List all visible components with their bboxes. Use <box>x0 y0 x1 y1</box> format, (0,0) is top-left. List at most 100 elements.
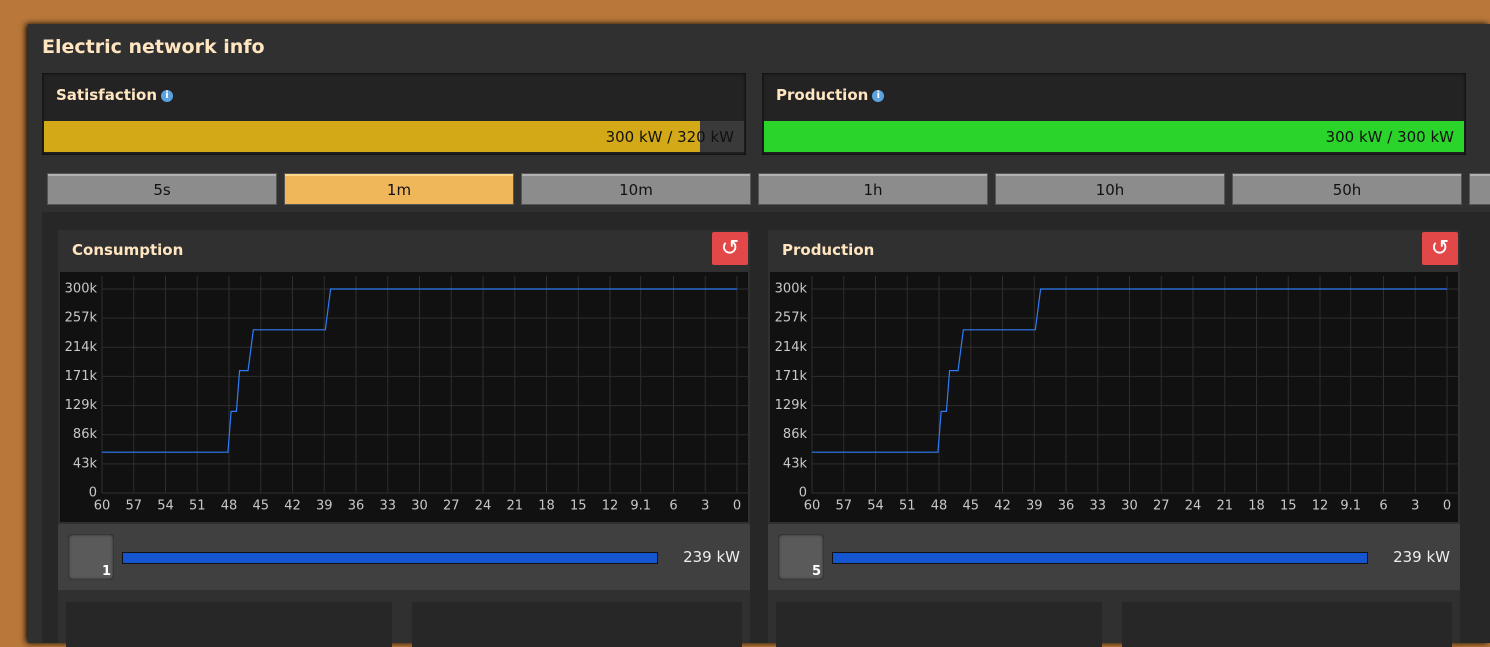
y-tick-label: 214k <box>775 340 808 355</box>
x-tick-label: 15 <box>1280 499 1297 514</box>
x-tick-label: 51 <box>899 499 916 514</box>
panel-title: Production <box>782 241 875 259</box>
time-tab[interactable]: 1m <box>284 173 514 205</box>
x-tick-label: 57 <box>835 499 852 514</box>
y-tick-label: 86k <box>73 427 98 442</box>
x-tick-label: 27 <box>443 499 460 514</box>
entity-count: 1 <box>101 564 111 579</box>
summary-text: 300 kW / 300 kW <box>1325 128 1454 146</box>
entity-value: 239 kW <box>1393 548 1450 566</box>
x-tick-label: 51 <box>189 499 206 514</box>
info-icon: i <box>872 89 885 102</box>
series-line <box>102 288 737 453</box>
x-tick-label: 57 <box>125 499 142 514</box>
y-tick-label: 257k <box>65 311 98 326</box>
y-tick-label: 257k <box>775 311 808 326</box>
x-tick-label: 39 <box>1026 499 1043 514</box>
plot-area <box>770 272 1458 522</box>
x-tick-label: 9.1 <box>630 499 651 514</box>
x-tick-label: 21 <box>1216 499 1233 514</box>
entity-row: 5 239 kW <box>768 524 1460 590</box>
x-tick-label: 0 <box>733 499 741 514</box>
y-tick-label: 171k <box>65 369 98 384</box>
entity-row: 1 239 kW <box>58 524 750 590</box>
info-icon: i <box>161 89 174 102</box>
x-tick-label: 6 <box>1379 499 1387 514</box>
x-tick-label: 36 <box>1058 499 1075 514</box>
y-tick-label: 0 <box>89 486 97 501</box>
y-tick-label: 0 <box>799 486 807 501</box>
time-tab[interactable] <box>1469 173 1490 205</box>
summary-label-text: Satisfaction <box>56 86 158 104</box>
time-tab[interactable]: 50h <box>1232 173 1462 205</box>
y-tick-label: 129k <box>775 398 808 413</box>
lower-box <box>1122 602 1452 647</box>
reset-button[interactable]: ↺ <box>712 232 748 265</box>
lower-box <box>776 602 1102 647</box>
x-tick-label: 30 <box>1121 499 1138 514</box>
time-tab[interactable]: 10m <box>521 173 751 205</box>
y-tick-label: 214k <box>65 340 98 355</box>
x-tick-label: 24 <box>475 499 492 514</box>
y-tick-label: 86k <box>783 427 808 442</box>
x-tick-label: 3 <box>701 499 709 514</box>
lower-box <box>412 602 742 647</box>
entity-bar <box>832 552 1368 564</box>
summary-fill <box>44 121 701 152</box>
y-tick-label: 43k <box>783 456 808 471</box>
reset-button[interactable]: ↺ <box>1422 232 1458 265</box>
summary-panel: Satisfaction i 300 kW / 320 kW <box>42 73 746 155</box>
x-tick-label: 9.1 <box>1340 499 1361 514</box>
x-tick-label: 48 <box>931 499 948 514</box>
time-tab[interactable]: 10h <box>995 173 1225 205</box>
x-tick-label: 33 <box>379 499 396 514</box>
summary-label-text: Production <box>776 86 869 104</box>
x-tick-label: 27 <box>1153 499 1170 514</box>
x-tick-label: 36 <box>348 499 365 514</box>
summary-label: Production i <box>776 86 885 104</box>
entity-bar <box>122 552 658 564</box>
series-line <box>812 288 1447 453</box>
x-tick-label: 45 <box>962 499 979 514</box>
x-tick-label: 54 <box>867 499 884 514</box>
x-tick-label: 12 <box>602 499 619 514</box>
time-tab[interactable]: 1h <box>758 173 988 205</box>
lower-box <box>66 602 392 647</box>
y-tick-label: 171k <box>775 369 808 384</box>
x-tick-label: 21 <box>506 499 523 514</box>
x-tick-label: 45 <box>252 499 269 514</box>
entity-count: 5 <box>811 564 821 579</box>
x-tick-label: 33 <box>1089 499 1106 514</box>
x-tick-label: 18 <box>1248 499 1265 514</box>
summary-panel: Production i 300 kW / 300 kW <box>762 73 1466 155</box>
y-tick-label: 129k <box>65 398 98 413</box>
y-tick-label: 300k <box>775 282 808 297</box>
summary-bar: 300 kW / 300 kW <box>764 121 1464 152</box>
window-title: Electric network info <box>42 36 265 58</box>
entity-icon[interactable]: 1 <box>68 534 114 580</box>
x-tick-label: 18 <box>538 499 555 514</box>
y-tick-label: 300k <box>65 282 98 297</box>
x-tick-label: 54 <box>157 499 174 514</box>
chart-panel: Production ↺ 0 43k 86k 129k 171k 214k 257k 300k 6 0… <box>768 230 1460 647</box>
window: Electric network info Satisfaction i 300 k… <box>28 24 1490 647</box>
summary-label: Satisfaction i <box>56 86 174 104</box>
summary-bar: 300 kW / 320 kW <box>44 121 744 152</box>
entity-value: 239 kW <box>683 548 740 566</box>
entity-icon[interactable]: 5 <box>778 534 824 580</box>
plot-area <box>60 272 748 522</box>
chart-panel: Consumption ↺ 0 43k 86k 129k 171k 214k 257k 300k 6… <box>58 230 750 647</box>
x-tick-label: 0 <box>1443 499 1451 514</box>
x-tick-label: 3 <box>1411 499 1419 514</box>
x-tick-label: 60 <box>94 499 111 514</box>
x-tick-label: 12 <box>1312 499 1329 514</box>
x-tick-label: 30 <box>411 499 428 514</box>
x-tick-label: 15 <box>570 499 587 514</box>
summary-text: 300 kW / 320 kW <box>605 128 734 146</box>
x-tick-label: 48 <box>221 499 238 514</box>
x-tick-label: 42 <box>994 499 1011 514</box>
time-tab[interactable]: 5s <box>47 173 277 205</box>
